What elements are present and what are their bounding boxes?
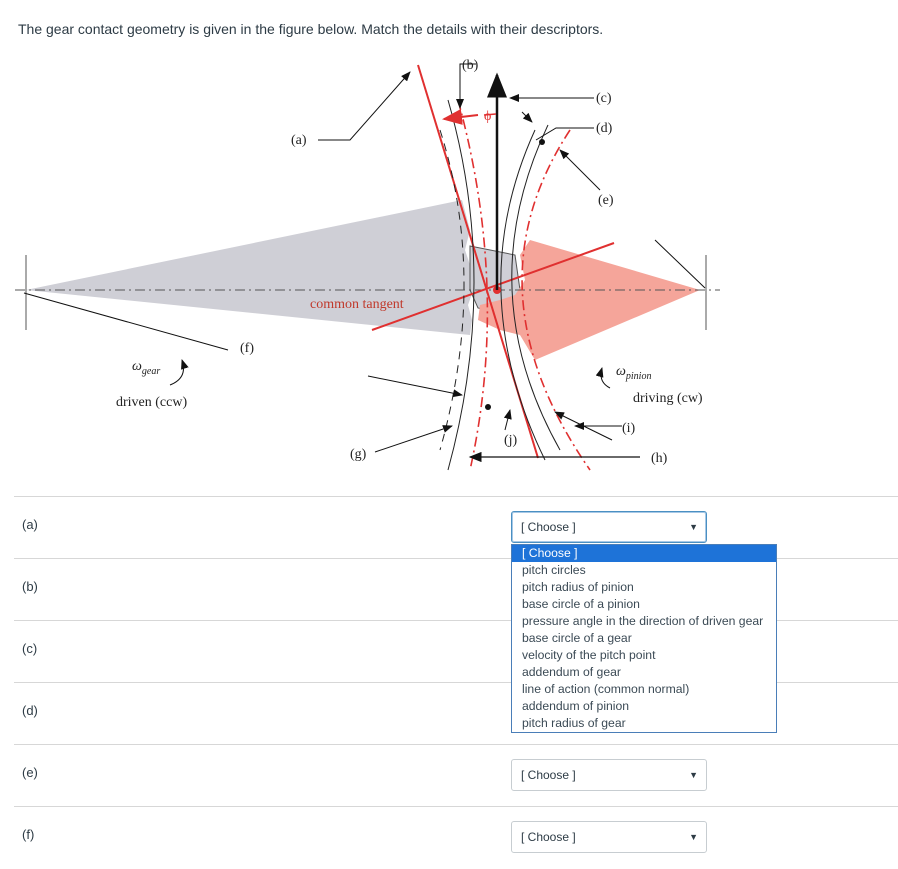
- dropdown-option[interactable]: addendum of pinion: [522, 699, 630, 713]
- match-row-a: (a) [ Choose ] ▼: [14, 496, 898, 559]
- descriptor-select-a[interactable]: [ Choose ] ▼: [511, 511, 707, 543]
- gear-contact-figure: (a) (b) (c) (d) (e) (f) (g) (h) (i) (j) …: [15, 58, 720, 471]
- label-driven: driven (ccw): [116, 395, 187, 410]
- dropdown-option[interactable]: pressure angle in the direction of drive…: [522, 614, 764, 628]
- label-driving: driving (cw): [633, 391, 703, 406]
- dropdown-option[interactable]: pitch circles: [522, 563, 586, 577]
- row-label: (a): [22, 517, 38, 532]
- label-c: (c): [596, 91, 612, 106]
- question-text: The gear contact geometry is given in th…: [18, 21, 604, 37]
- row-label: (e): [22, 765, 38, 780]
- label-omega-pinion: ωpinion: [616, 364, 651, 382]
- label-b: (b): [462, 58, 479, 73]
- dropdown-option[interactable]: velocity of the pitch point: [522, 648, 656, 662]
- dropdown-option[interactable]: base circle of a gear: [522, 631, 632, 645]
- label-j: (j): [504, 433, 518, 448]
- dropdown-option[interactable]: [ Choose ]: [512, 545, 776, 562]
- row-label: (b): [22, 579, 38, 594]
- label-common-tangent: common tangent: [310, 297, 404, 312]
- label-phi: ϕ: [484, 109, 491, 124]
- label-g: (g): [350, 447, 367, 462]
- label-omega-gear: ωgear: [132, 359, 160, 377]
- pinion-wedge: [478, 240, 700, 360]
- chevron-down-icon: ▼: [689, 770, 698, 780]
- match-row-b: (b): [14, 558, 898, 621]
- match-row-c: (c): [14, 620, 898, 683]
- descriptor-select-f[interactable]: [ Choose ] ▼: [511, 821, 707, 853]
- dropdown-option[interactable]: addendum of gear: [522, 665, 621, 679]
- select-value: [ Choose ]: [521, 830, 576, 844]
- descriptor-dropdown-list: [ Choose ] pitch circles pitch radius of…: [511, 544, 777, 733]
- row-label: (d): [22, 703, 38, 718]
- match-row-e: (e) [ Choose ] ▼: [14, 744, 898, 807]
- select-value: [ Choose ]: [521, 520, 576, 534]
- label-h: (h): [651, 451, 668, 466]
- dropdown-option[interactable]: base circle of a pinion: [522, 597, 640, 611]
- row-label: (f): [22, 827, 35, 842]
- match-row-d: (d): [14, 682, 898, 745]
- label-a: (a): [291, 133, 307, 148]
- chevron-down-icon: ▼: [689, 832, 698, 842]
- chevron-down-icon: ▼: [689, 522, 698, 532]
- match-row-f: (f) [ Choose ] ▼: [14, 806, 898, 869]
- label-e: (e): [598, 193, 614, 208]
- dropdown-option[interactable]: line of action (common normal): [522, 682, 690, 696]
- select-value: [ Choose ]: [521, 768, 576, 782]
- dropdown-option[interactable]: pitch radius of gear: [522, 716, 626, 730]
- label-d: (d): [596, 121, 613, 136]
- dropdown-option[interactable]: pitch radius of pinion: [522, 580, 634, 594]
- gear-wedge: [26, 200, 475, 335]
- label-i: (i): [622, 421, 636, 436]
- label-f: (f): [240, 341, 254, 356]
- common-tangent-line: [371, 242, 615, 331]
- row-label: (c): [22, 641, 38, 656]
- descriptor-select-e[interactable]: [ Choose ] ▼: [511, 759, 707, 791]
